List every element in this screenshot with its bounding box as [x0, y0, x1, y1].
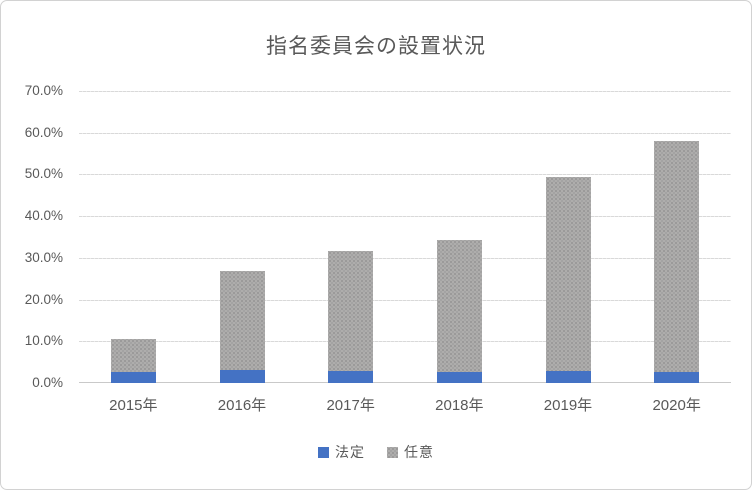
y-tick-label: 60.0%: [24, 124, 63, 140]
bar-segment-legal: [545, 371, 591, 383]
y-tick-label: 10.0%: [24, 333, 63, 349]
gridline: [79, 341, 731, 343]
bar-segment-legal: [654, 371, 700, 383]
bar-segment-voluntary: [545, 176, 591, 372]
gridline: [79, 132, 731, 134]
bar-segment-voluntary: [219, 271, 265, 371]
bar-segment-voluntary: [328, 251, 374, 372]
plot-area: [79, 91, 731, 383]
x-tick-label: 2020年: [652, 397, 701, 414]
legend-swatch-legal-icon: [318, 446, 329, 458]
y-tick-label: 40.0%: [24, 208, 63, 224]
bar-segment-legal: [328, 371, 374, 383]
gridline: [79, 216, 731, 218]
x-tick-label: 2016年: [217, 397, 267, 414]
x-tick-label: 2015年: [109, 397, 158, 414]
gridline: [79, 174, 731, 176]
legend-item-voluntary: 任意: [387, 442, 434, 462]
legend-item-legal: 法定: [318, 442, 365, 462]
legend: 法定 任意: [1, 442, 751, 462]
x-tick-label: 2019年: [543, 397, 593, 414]
gridline: [79, 91, 731, 92]
chart-title: 指名委員会の設置状況: [266, 35, 486, 58]
y-tick-label: 0.0%: [32, 375, 63, 390]
y-tick-label: 50.0%: [24, 166, 63, 182]
bar-segment-legal: [219, 370, 265, 383]
x-tick-label: 2018年: [435, 397, 484, 414]
y-tick-label: 30.0%: [24, 249, 63, 265]
y-tick-label: 20.0%: [24, 291, 63, 307]
y-tick-label: 70.0%: [24, 83, 63, 98]
bar-segment-legal: [110, 371, 156, 383]
x-tick-label: 2017年: [326, 397, 375, 414]
bar-segment-voluntary: [110, 339, 156, 372]
x-axis-labels: 2015年 2016年 2017年 2018年 2019年 2020年: [79, 397, 731, 417]
legend-swatch-voluntary-icon: [387, 446, 398, 458]
gridline: [79, 257, 731, 259]
bar-segment-legal: [436, 371, 482, 383]
legend-label-voluntary: 任意: [404, 444, 434, 460]
legend-label-legal: 法定: [335, 444, 365, 460]
y-axis-labels: 0.0% 10.0% 20.0% 30.0% 40.0% 50.0% 60.0% 70.0%: [1, 83, 63, 390]
bar-segment-voluntary: [654, 141, 700, 372]
x-axis-line: [79, 382, 731, 383]
bar-segment-voluntary: [436, 240, 482, 372]
gridline: [79, 299, 731, 301]
